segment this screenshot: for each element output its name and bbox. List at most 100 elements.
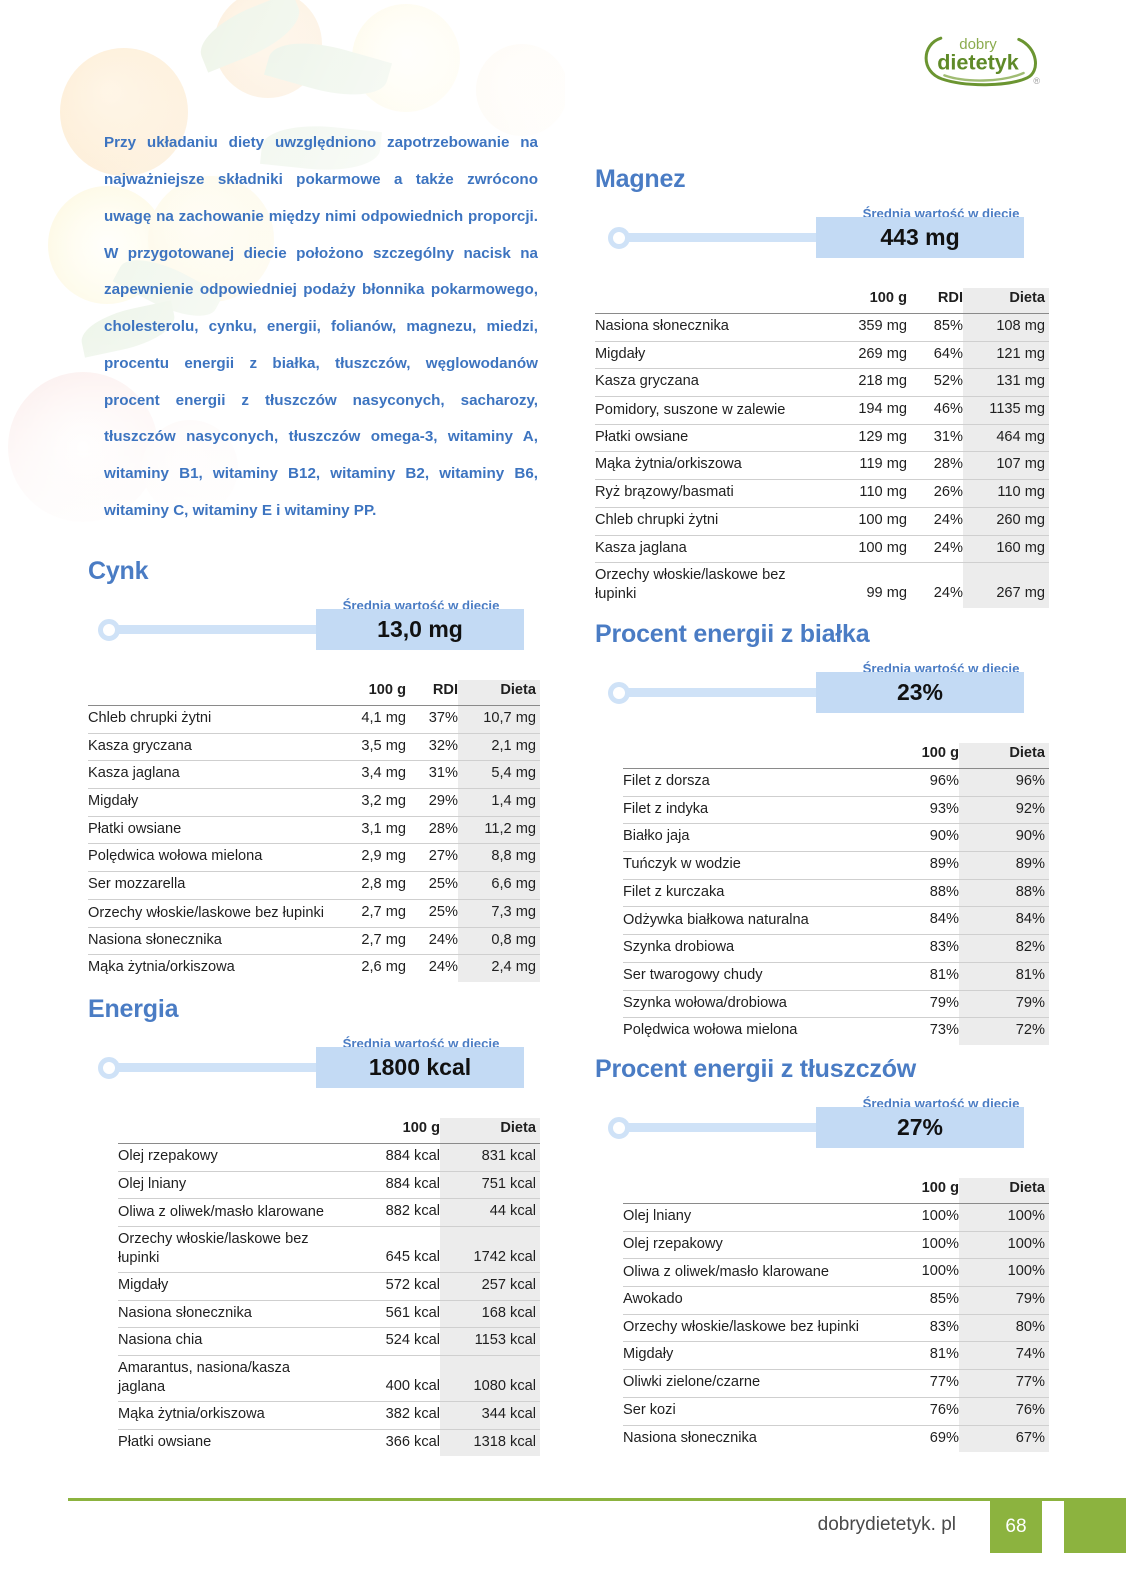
table-row: Nasiona słonecznika 561 kcal 168 kcal <box>118 1299 540 1328</box>
cell-name: Płatki owsiane <box>595 423 829 452</box>
cell-100g: 2,8 mg <box>332 871 406 900</box>
cell-100g: 77% <box>869 1369 959 1398</box>
th-dieta: Dieta <box>458 680 540 706</box>
cell-name: Ryż brązowy/basmati <box>595 479 829 508</box>
cell-rdi: 26% <box>907 479 963 508</box>
cell-100g: 100 mg <box>829 506 907 535</box>
cell-name: Kasza gryczana <box>595 368 829 397</box>
slider-knob-magnez[interactable] <box>608 227 630 249</box>
table-row: Olej rzepakowy 884 kcal 831 kcal <box>118 1143 540 1172</box>
cell-100g: 3,5 mg <box>332 732 406 761</box>
cell-name: Nasiona słonecznika <box>88 926 332 955</box>
table-row: Chleb chrupki żytni 4,1 mg 37% 10,7 mg <box>88 705 540 734</box>
cell-name: Nasiona chia <box>118 1327 330 1356</box>
cell-name: Orzechy włoskie/laskowe bez łupinki <box>623 1313 869 1342</box>
cell-100g: 884 kcal <box>330 1170 440 1199</box>
cell-rdi: 46% <box>907 396 963 425</box>
table-bialko: 100 g Dieta Filet z dorsza 96% 96% Filet z… <box>623 743 1049 1045</box>
table-row: Orzechy włoskie/laskowe bez łupinki 2,7 m… <box>88 898 540 927</box>
section-bialko: Procent energii z białka Średnia wartość… <box>563 620 1126 1045</box>
cell-dieta: 89% <box>959 851 1049 880</box>
cell-rdi: 28% <box>406 815 458 844</box>
cell-name: Kasza gryczana <box>88 732 332 761</box>
cell-name: Migdały <box>595 340 829 369</box>
average-slider-energia: Średnia wartość w diecie 1800 kcal <box>0 1036 563 1108</box>
cell-rdi: 24% <box>406 954 458 982</box>
cell-dieta: 6,6 mg <box>458 871 540 900</box>
table-row: Mąka żytnia/orkiszowa 119 mg 28% 107 mg <box>595 451 1049 480</box>
cell-name: Tuńczyk w wodzie <box>623 851 869 880</box>
slider-knob-cynk[interactable] <box>98 619 120 641</box>
table-row: Szynka drobiowa 83% 82% <box>623 934 1049 963</box>
cell-100g: 3,2 mg <box>332 788 406 817</box>
table-energia: 100 g Dieta Olej rzepakowy 884 kcal 831 kc… <box>118 1118 540 1457</box>
cell-dieta: 81% <box>959 961 1049 990</box>
cell-dieta: 72% <box>959 1017 1049 1045</box>
cell-rdi: 85% <box>907 313 963 342</box>
cell-name: Polędwica wołowa mielona <box>88 843 332 872</box>
cell-name: Filet z kurczaka <box>623 878 869 907</box>
cell-name: Ser kozi <box>623 1396 869 1425</box>
cell-name: Białko jaja <box>623 823 869 852</box>
th-blank <box>118 1118 330 1144</box>
average-value-tluszcze: 27% <box>816 1107 1024 1148</box>
cell-100g: 81% <box>869 961 959 990</box>
cell-100g: 100% <box>869 1258 959 1287</box>
cell-name: Płatki owsiane <box>88 815 332 844</box>
cell-rdi: 24% <box>406 926 458 955</box>
cell-name: Filet z dorsza <box>623 768 869 797</box>
slider-knob-bialko[interactable] <box>608 682 630 704</box>
average-value-bialko: 23% <box>816 672 1024 713</box>
cell-100g: 89% <box>869 851 959 880</box>
logo-svg: dobry dietetyk <box>924 36 1037 87</box>
registered-mark-icon: ® <box>1033 76 1040 86</box>
table-tluszcze: 100 g Dieta Olej lniany 100% 100% Olej rze… <box>623 1178 1049 1453</box>
cell-dieta: 168 kcal <box>440 1299 540 1328</box>
cell-dieta: 0,8 mg <box>458 926 540 955</box>
cell-dieta: 2,1 mg <box>458 732 540 761</box>
table-body-tluszcze: Olej lniany 100% 100% Olej rzepakowy 100% 10… <box>623 1203 1049 1453</box>
cell-dieta: 108 mg <box>963 313 1049 342</box>
slider-track-cynk <box>106 625 321 634</box>
table-row: Szynka wołowa/drobiowa 79% 79% <box>623 989 1049 1018</box>
dobry-dietetyk-logo: dobry dietetyk ® <box>918 22 1040 94</box>
table-row: Ser kozi 76% 76% <box>623 1396 1049 1425</box>
cell-name: Filet z indyka <box>623 795 869 824</box>
cell-name: Olej lniany <box>118 1170 330 1199</box>
cell-dieta: 5,4 mg <box>458 760 540 789</box>
cell-name: Chleb chrupki żytni <box>88 705 332 734</box>
cell-name: Olej rzepakowy <box>118 1143 330 1172</box>
table-magnez: 100 g RDI Dieta Nasiona słonecznika 359 m… <box>595 288 1049 609</box>
th-blank <box>595 288 829 314</box>
cell-dieta: 1080 kcal <box>440 1355 540 1402</box>
cell-name: Awokado <box>623 1286 869 1315</box>
cell-dieta: 74% <box>959 1341 1049 1370</box>
cell-name: Nasiona słonecznika <box>118 1299 330 1328</box>
logo-text-dietetyk: dietetyk <box>937 49 1020 74</box>
cell-100g: 382 kcal <box>330 1401 440 1430</box>
cell-100g: 269 mg <box>829 340 907 369</box>
slider-knob-energia[interactable] <box>98 1057 120 1079</box>
cell-name: Olej rzepakowy <box>623 1230 869 1259</box>
section-tluszcze: Procent energii z tłuszczów Średnia wart… <box>563 1055 1126 1453</box>
cell-rdi: 25% <box>406 898 458 927</box>
slider-knob-tluszcze[interactable] <box>608 1117 630 1139</box>
table-row: Nasiona słonecznika 69% 67% <box>623 1424 1049 1453</box>
cell-name: Orzechy włoskie/laskowe bez łupinki <box>88 898 332 927</box>
cell-dieta: 260 mg <box>963 506 1049 535</box>
table-row: Kasza gryczana 218 mg 52% 131 mg <box>595 368 1049 397</box>
table-row: Olej lniany 100% 100% <box>623 1203 1049 1232</box>
cell-dieta: 84% <box>959 906 1049 935</box>
cell-dieta: 10,7 mg <box>458 705 540 734</box>
table-body-bialko: Filet z dorsza 96% 96% Filet z indyka 93% 92… <box>623 768 1049 1045</box>
footer-green-block <box>1064 1501 1126 1553</box>
table-row: Filet z dorsza 96% 96% <box>623 768 1049 797</box>
cell-100g: 84% <box>869 906 959 935</box>
th-dieta: Dieta <box>440 1118 540 1144</box>
table-row: Olej lniany 884 kcal 751 kcal <box>118 1170 540 1199</box>
table-row: Migdały 3,2 mg 29% 1,4 mg <box>88 788 540 817</box>
cell-dieta: 79% <box>959 1286 1049 1315</box>
table-row: Nasiona chia 524 kcal 1153 kcal <box>118 1327 540 1356</box>
table-row: Mąka żytnia/orkiszowa 382 kcal 344 kcal <box>118 1401 540 1430</box>
cell-name: Nasiona słonecznika <box>623 1424 869 1453</box>
